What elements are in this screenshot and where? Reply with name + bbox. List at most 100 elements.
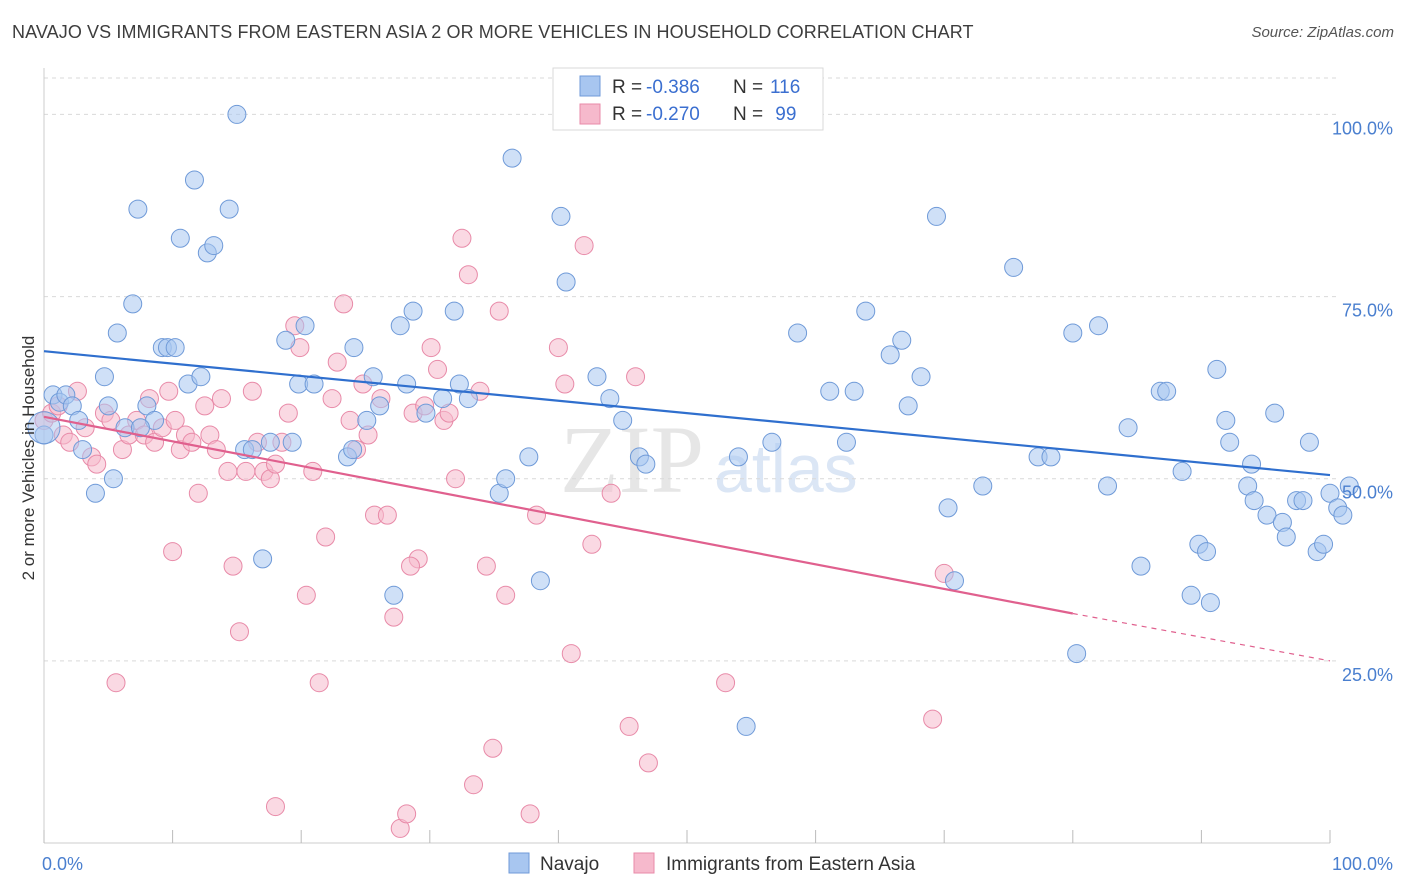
navajo-point-12 (123, 294, 143, 314)
navajo-point-41 (384, 585, 404, 605)
navajo-point-86 (1157, 381, 1177, 401)
navajo-point-5 (69, 410, 89, 430)
navajo-point-92 (1207, 359, 1227, 379)
navajo-point-9 (103, 469, 123, 489)
navajo-point-110 (1339, 476, 1359, 496)
x-tick-labels: 0.0% 100.0% (42, 854, 1393, 874)
navajo-point-87 (1172, 461, 1192, 481)
immigrants-point-43 (303, 461, 323, 481)
navajo-point-93 (1216, 410, 1236, 430)
y-tick-label-0: 25.0% (1342, 665, 1393, 685)
immigrants-point-55 (377, 505, 397, 525)
navajo-point-52 (502, 148, 522, 168)
source-label: Source: ZipAtlas.com (1251, 24, 1394, 41)
navajo-point-81 (1089, 316, 1109, 336)
immigrants-point-68 (458, 265, 478, 285)
navajo-point-29 (253, 549, 273, 569)
bottom-legend-swatch-navajo (508, 852, 530, 874)
immigrants-point-31 (229, 622, 249, 642)
immigrants-point-30 (223, 556, 243, 576)
immigrants-point-47 (327, 352, 347, 372)
navajo-point-107 (1320, 483, 1340, 503)
navajo-point-6 (73, 440, 93, 460)
immigrants-point-79 (561, 644, 581, 664)
navajo-point-28 (242, 440, 262, 460)
navajo-point-74 (944, 571, 964, 591)
navajo-point-10 (107, 323, 127, 343)
navajo-point-30 (260, 432, 280, 452)
navajo-point-72 (926, 206, 946, 226)
immigrants-point-89 (265, 797, 285, 817)
immigrants-point-11 (106, 673, 126, 693)
navajo-point-19 (170, 228, 190, 248)
legend-n-value-immigrants: 99 (770, 104, 796, 125)
navajo-point-55 (551, 206, 571, 226)
immigrants-point-87 (923, 709, 943, 729)
navajo-point-56 (556, 272, 576, 292)
navajo-point-45 (416, 403, 436, 423)
navajo-point-38 (357, 410, 377, 430)
immigrants-point-71 (476, 556, 496, 576)
legend-n-value-navajo: 116 (770, 77, 800, 98)
immigrants-point-83 (619, 716, 639, 736)
navajo-point-64 (788, 323, 808, 343)
immigrants-point-58 (397, 804, 417, 824)
navajo-point-65 (820, 381, 840, 401)
navajo-point-106 (1314, 534, 1334, 554)
immigrants-point-46 (322, 389, 342, 409)
immigrants-point-75 (520, 804, 540, 824)
immigrants-point-42 (296, 585, 316, 605)
navajo-point-83 (1118, 418, 1138, 438)
immigrants-point-82 (601, 483, 621, 503)
navajo-point-101 (1276, 527, 1296, 547)
immigrants-point-80 (574, 236, 594, 256)
navajo-point-46 (433, 389, 453, 409)
navajo-point-88 (1181, 585, 1201, 605)
navajo-point-7 (85, 483, 105, 503)
navajo-point-8 (94, 367, 114, 387)
immigrants-point-81 (582, 534, 602, 554)
navajo-point-49 (458, 389, 478, 409)
immigrants-point-20 (165, 410, 185, 430)
navajo-point-25 (219, 199, 239, 219)
immigrants-point-33 (242, 381, 262, 401)
navajo-point-109 (1333, 505, 1353, 525)
legend-r-value-navajo: -0.386 (646, 77, 700, 98)
navajo-point-63 (762, 432, 782, 452)
navajo-point-111 (844, 381, 864, 401)
navajo-point-66 (836, 432, 856, 452)
navajo-point-35 (304, 374, 324, 394)
x-tick-label-0: 0.0% (42, 854, 83, 874)
immigrants-point-77 (548, 338, 568, 358)
immigrants-point-69 (464, 775, 484, 795)
navajo-points (27, 104, 1359, 736)
y-tick-label-3: 100.0% (1332, 118, 1393, 138)
immigrants-point-24 (188, 483, 208, 503)
immigrants-point-74 (496, 585, 516, 605)
navajo-point-113 (130, 418, 150, 438)
immigrants-point-91 (401, 556, 421, 576)
navajo-point-48 (449, 374, 469, 394)
watermark-atlas: atlas (714, 431, 858, 507)
immigrants-point-67 (452, 228, 472, 248)
navajo-point-70 (898, 396, 918, 416)
navajo-point-80 (1067, 644, 1087, 664)
navajo-point-91 (1200, 593, 1220, 613)
immigrants-point-8 (87, 454, 107, 474)
navajo-point-79 (1063, 323, 1083, 343)
navajo-point-94 (1220, 432, 1240, 452)
immigrants-point-72 (483, 738, 503, 758)
legend-n-label-immigrants: N = (733, 104, 763, 125)
navajo-point-60 (636, 454, 656, 474)
navajo-point-large (27, 411, 61, 445)
x-tick-label-1: 100.0% (1332, 854, 1393, 874)
navajo-point-44 (403, 301, 423, 321)
immigrants-points (34, 228, 954, 838)
immigrants-point-63 (428, 359, 448, 379)
navajo-point-58 (613, 410, 633, 430)
navajo-point-18 (165, 338, 185, 358)
immigrants-point-86 (716, 673, 736, 693)
navajo-point-98 (1257, 505, 1277, 525)
immigrants-point-48 (334, 294, 354, 314)
